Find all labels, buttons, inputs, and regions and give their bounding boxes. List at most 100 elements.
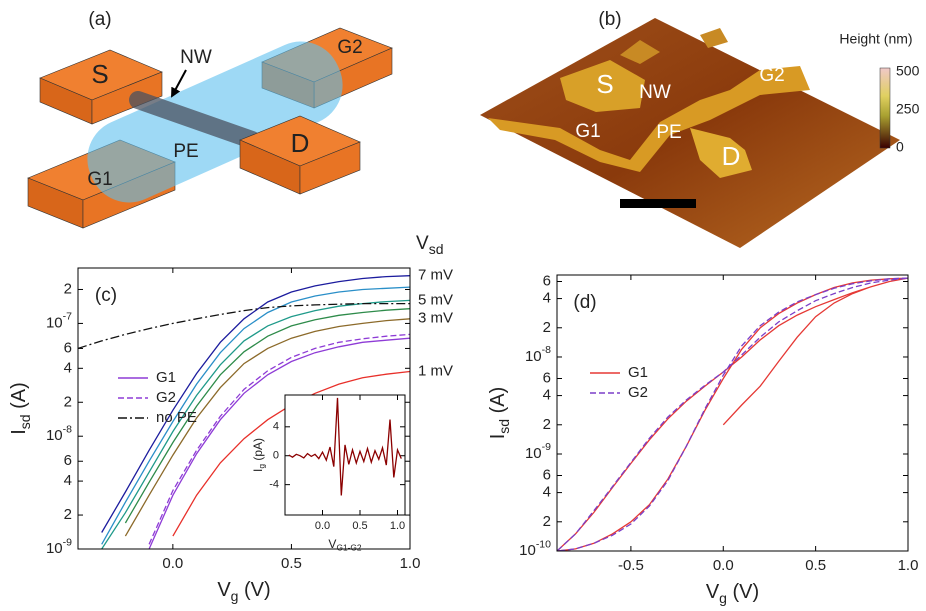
curve-label: 1 mV: [418, 362, 453, 379]
panel-label: (c): [95, 285, 117, 306]
legend-label: G1: [156, 369, 176, 386]
x-tick-label: 0.5: [805, 557, 826, 574]
data-line: [101, 286, 410, 545]
colorbar-title: Height (nm): [839, 31, 912, 47]
y-tick-label: 4: [273, 421, 279, 433]
y-tick-label: 4: [543, 290, 551, 307]
y-tick-label-text: 6: [543, 272, 551, 289]
part-label: G1: [575, 121, 600, 142]
y-tick-label-text: 2: [64, 393, 72, 410]
y-tick-label-text: 10: [519, 542, 536, 559]
plot-frame: [284, 394, 406, 516]
axis-label-main: I: [251, 469, 265, 472]
axis-label-main: I: [487, 434, 509, 440]
axis-label: Ig (pA): [251, 438, 267, 472]
data-line: [148, 337, 410, 549]
part-label: D: [722, 141, 741, 171]
part-label: NW: [639, 82, 671, 103]
axis-label-sub: sd: [496, 419, 512, 434]
y-tick-label: 10-8: [46, 423, 72, 444]
y-tick-label-exponent: -9: [63, 536, 72, 548]
y-tick-label: 0: [273, 450, 279, 462]
data-line: [124, 318, 410, 537]
y-tick-label: 2: [543, 319, 551, 336]
y-tick-label: 4: [543, 484, 551, 501]
axis-label: Isd (A): [487, 387, 511, 440]
y-tick-label: 6: [543, 466, 551, 483]
x-tick-label: 0.5: [281, 555, 302, 572]
axis-label-sub: g: [257, 464, 267, 469]
plot-area: [285, 395, 405, 515]
axis-label-unit: (A): [8, 382, 30, 414]
data-line: [101, 275, 410, 533]
colorbar-tick: 500: [896, 63, 920, 79]
y-tick-label-text: 4: [543, 290, 551, 307]
axis-label: Vg (V): [217, 579, 270, 603]
x-tick-label-text: 0.0: [162, 555, 183, 572]
axis-label-sub: g: [719, 590, 727, 606]
data-line: [557, 277, 908, 551]
y-tick-label-text: 4: [64, 472, 72, 489]
y-tick-label-exponent: -10: [536, 538, 551, 550]
plot-frame: [556, 274, 909, 552]
part-label: G2: [759, 65, 784, 86]
axis-label-main: V: [328, 537, 336, 551]
axis-label-sub: sd: [17, 414, 33, 429]
y-tick-label: 6: [543, 369, 551, 386]
x-tick-label: 0.5: [352, 520, 367, 532]
part-label: D: [291, 128, 310, 158]
y-tick-label-text: 10: [525, 445, 542, 462]
y-tick-label: 2: [543, 513, 551, 530]
y-tick-label-text: 10: [46, 427, 63, 444]
y-tick-label-text: 2: [543, 319, 551, 336]
data-line: [288, 397, 402, 496]
part-label: G2: [337, 37, 362, 58]
axis-label-main: V: [706, 581, 720, 603]
y-tick-label-text: 6: [64, 452, 72, 469]
y-tick-label: 2: [64, 506, 72, 523]
y-tick-label-exponent: -8: [542, 344, 551, 356]
plot-frame: [77, 267, 411, 550]
y-tick-label: 4: [64, 359, 72, 376]
axis-label-unit: (V): [238, 579, 270, 601]
x-tick-label-text: 0.0: [713, 557, 734, 574]
part-label: G1: [87, 169, 112, 190]
y-tick-label-text: 4: [64, 359, 72, 376]
x-tick-label-text: 0.0: [315, 520, 330, 532]
axis-label: VG1-G2: [328, 537, 361, 553]
y-tick-label-text: 2: [543, 513, 551, 530]
axis-label-sub: G1-G2: [336, 543, 361, 553]
y-tick-label-text: 10: [46, 540, 63, 557]
y-tick-label: 10-9: [46, 536, 72, 557]
plot-area: [557, 275, 908, 551]
legend-label: G2: [628, 384, 648, 401]
x-tick-label: 0.0: [162, 555, 183, 572]
y-tick-label-text: 4: [543, 484, 551, 501]
y-tick-label: 6: [64, 339, 72, 356]
legend-label: G2: [156, 389, 176, 406]
axis-label-sub: g: [231, 588, 239, 604]
annotation-main: V: [416, 233, 429, 254]
panel-label: (b): [598, 9, 621, 30]
y-tick-label-text: 6: [543, 466, 551, 483]
y-tick-label-text: 10: [525, 348, 542, 365]
panel-label: (a): [88, 9, 111, 30]
y-tick-label: 2: [543, 416, 551, 433]
y-tick-label: 6: [543, 272, 551, 289]
part-label: S: [596, 69, 613, 99]
legend-label: G1: [628, 364, 648, 381]
axis-label-unit: (A): [487, 387, 509, 419]
x-tick-label-text: 1.0: [390, 520, 405, 532]
part-label: NW: [180, 47, 212, 68]
x-tick-label-text: 1.0: [898, 557, 919, 574]
data-line: [557, 277, 908, 551]
y-tick-label-text: 4: [543, 387, 551, 404]
colorbar-tick: 0: [896, 139, 904, 155]
part-label: PE: [656, 122, 681, 143]
y-tick-label-text: 2: [64, 280, 72, 297]
data-line: [78, 302, 410, 350]
axis-label: Isd (A): [8, 382, 32, 435]
x-tick-label: 0.0: [713, 557, 734, 574]
part-label: S: [91, 59, 108, 89]
